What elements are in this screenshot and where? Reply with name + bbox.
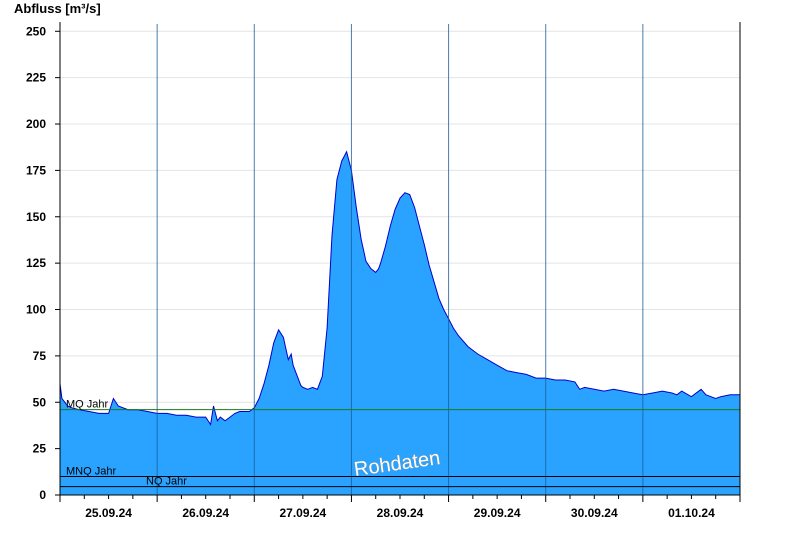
y-tick-label: 75: [33, 349, 47, 363]
ref-label-mnq-jahr: MNQ Jahr: [66, 465, 116, 477]
y-tick-label: 250: [26, 24, 46, 38]
x-tick-label: 25.09.24: [85, 506, 132, 520]
x-tick-label: 01.10.24: [668, 506, 715, 520]
y-tick-label: 50: [33, 395, 47, 409]
x-axis-ticks: 25.09.24 26.09.24 27.09.24 28.09.24 29.09.24…: [59, 495, 741, 520]
discharge-line: [59, 150, 740, 426]
x-tick-label: 27.09.24: [279, 506, 326, 520]
y-axis-title: Abfluss [m³/s]: [14, 1, 101, 16]
y-tick-label: 150: [26, 210, 46, 224]
x-tick-label: 28.09.24: [377, 506, 424, 520]
discharge-area: [60, 151, 740, 496]
y-tick-label: 25: [33, 442, 47, 456]
x-tick-label: 26.09.24: [182, 506, 229, 520]
reference-lines: MQ Jahr MNQ Jahr NQ Jahr: [60, 399, 740, 488]
y-tick-label: 0: [39, 488, 46, 502]
y-tick-label: 175: [26, 163, 46, 177]
x-tick-label: 29.09.24: [474, 506, 521, 520]
y-tick-label: 200: [26, 117, 46, 131]
y-axis-ticks: 0 25 50 75 100 125 150 175 200 225 250: [26, 24, 60, 502]
x-tick-label: 30.09.24: [571, 506, 618, 520]
y-tick-label: 225: [26, 71, 46, 85]
ref-label-mq-jahr: MQ Jahr: [66, 399, 109, 411]
y-tick-label: 100: [26, 303, 46, 317]
day-separators: [156, 24, 644, 495]
y-tick-label: 125: [26, 256, 46, 270]
ref-label-nq-jahr: NQ Jahr: [146, 476, 187, 488]
